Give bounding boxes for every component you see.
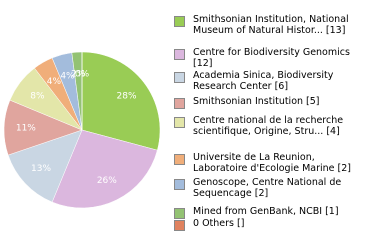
legend-label: Academia Sinica, Biodiversity Research C… [193, 70, 334, 92]
slice-label: 11% [16, 124, 36, 134]
legend-label: Universite de La Reunion, Laboratoire d'… [193, 152, 351, 174]
legend-entry: Smithsonian Institution [5] [174, 96, 374, 109]
legend-entry: Mined from GenBank, NCBI [1] [174, 206, 374, 219]
slice-label: 2% [71, 69, 86, 79]
pie: 28%26%13%11%8%4%4%2%0% [3, 51, 161, 209]
legend-label: Smithsonian Institution, National Museum… [193, 14, 349, 36]
legend-swatch [174, 117, 185, 128]
pie-slice [7, 129, 83, 203]
legend-entry: Centre national de la recherche scientif… [174, 115, 374, 137]
slice-label: 28% [117, 91, 137, 101]
slice-label: 26% [97, 176, 117, 186]
pie-slice [81, 51, 161, 151]
slice-label: 4% [60, 71, 75, 81]
legend-swatch [174, 16, 185, 27]
legend-label: 0 Others [] [193, 218, 245, 229]
legend-swatch [174, 220, 185, 231]
legend-swatch [174, 72, 185, 83]
legend-entry: Smithsonian Institution, National Museum… [174, 14, 374, 36]
legend-label: Genoscope, Centre National de Sequencage… [193, 177, 342, 199]
legend-swatch [174, 179, 185, 190]
legend-entry: Academia Sinica, Biodiversity Research C… [174, 70, 374, 92]
legend-label: Mined from GenBank, NCBI [1] [193, 206, 339, 217]
slice-label: 0% [75, 69, 90, 79]
legend-label: Centre national de la recherche scientif… [193, 115, 344, 137]
legend-entry: Genoscope, Centre National de Sequencage… [174, 177, 374, 199]
legend-label: Smithsonian Institution [5] [193, 96, 320, 107]
slice-label: 4% [47, 77, 62, 87]
slice-label: 13% [31, 164, 51, 174]
legend-entry: 0 Others [] [174, 218, 374, 231]
legend-swatch [174, 49, 185, 60]
slice-label: 8% [30, 91, 45, 101]
legend-swatch [174, 154, 185, 165]
legend-label: Centre for Biodiversity Genomics [12] [193, 47, 350, 69]
legend-swatch [174, 208, 185, 219]
legend-entry: Universite de La Reunion, Laboratoire d'… [174, 152, 374, 174]
legend-swatch [174, 98, 185, 109]
legend-entry: Centre for Biodiversity Genomics [12] [174, 47, 374, 69]
pie-slice [51, 129, 158, 209]
